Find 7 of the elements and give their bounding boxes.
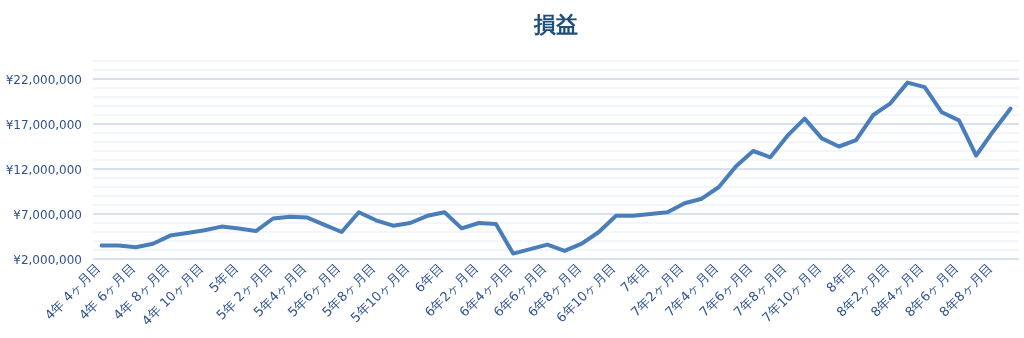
y-tick-label: ¥12,000,000 xyxy=(5,163,82,177)
y-tick-label: ¥7,000,000 xyxy=(13,208,82,222)
y-tick-label: ¥2,000,000 xyxy=(13,253,82,267)
title: 損益 xyxy=(534,12,578,37)
y-tick-label: ¥17,000,000 xyxy=(5,118,82,132)
line-series xyxy=(99,80,1013,256)
y-tick-label: ¥22,000,000 xyxy=(5,73,82,87)
